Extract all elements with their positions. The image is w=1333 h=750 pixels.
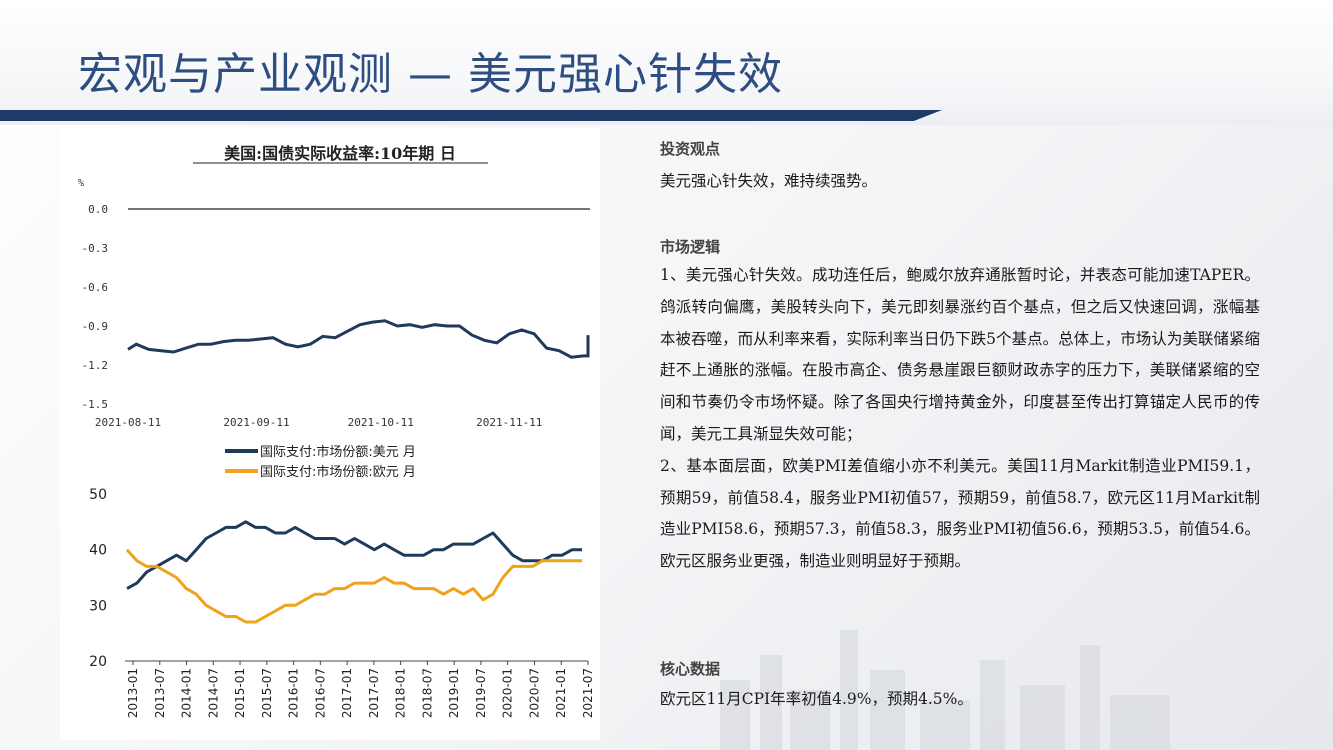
chart1-x-tick-label: 2021-11-11 xyxy=(476,416,542,429)
chart2-x-tick-label: 2018-07 xyxy=(420,668,434,718)
chart2-usd-line xyxy=(126,520,582,590)
chart2-y-tick-label: 50 xyxy=(89,487,107,503)
chart2-x-tick-label: 2020-01 xyxy=(501,668,515,718)
chart2-y-tick-label: 20 xyxy=(89,654,107,670)
chart2-x-tick-label: 2014-01 xyxy=(180,668,194,718)
chart2-x-tick-label: 2013-07 xyxy=(153,668,167,718)
chart2-x-tick-label: 2013-01 xyxy=(126,668,140,718)
title-rule xyxy=(0,110,942,121)
chart2-x-tick-label: 2019-07 xyxy=(474,668,488,718)
chart2-x-tick-label: 2021-07 xyxy=(581,668,595,718)
legend-usd-label: 国际支付:市场份额:美元 月 xyxy=(260,444,416,460)
chart2-x-tick-label: 2016-07 xyxy=(313,668,327,718)
real-yield-chart: 美国:国债实际收益率:10年期 日 % 0.0 -0.3 -0.6 -0.9 -1.2 -… xyxy=(78,144,590,429)
chart1-title: 美国:国债实际收益率:10年期 日 xyxy=(224,144,456,163)
chart2-x-tick-label: 2015-01 xyxy=(233,668,247,718)
chart1-x-tick-label: 2021-10-11 xyxy=(348,416,414,429)
chart1-x-tick-label: 2021-09-11 xyxy=(223,416,289,429)
core-heading: 核心数据 xyxy=(660,660,721,678)
logic-paragraph-1: 1、美元强心针失效。成功连任后，鲍威尔放弃通胀暂时论，并表态可能加速TAPER。… xyxy=(660,266,1260,443)
view-heading: 投资观点 xyxy=(660,140,721,158)
chart1-y-tick-label: -1.5 xyxy=(82,398,109,411)
chart2-eur-line xyxy=(125,548,582,624)
chart2-x-tick-label: 2021-01 xyxy=(554,668,568,718)
chart1-y-tick-label: -0.6 xyxy=(82,281,109,294)
chart2-x-tick-label: 2020-07 xyxy=(527,668,541,718)
logic-paragraph-2: 2、基本面层面，欧美PMI差值缩小亦不利美元。美国11月Markit制造业PMI… xyxy=(660,456,1260,571)
chart2-x-tick-label: 2017-07 xyxy=(367,668,381,718)
chart2-y-tick-label: 40 xyxy=(89,543,107,559)
chart1-x-tick-label: 2021-08-11 xyxy=(95,416,161,429)
chart2-x-tick-label: 2015-07 xyxy=(260,668,274,718)
logic-body: 1、美元强心针失效。成功连任后，鲍威尔放弃通胀暂时论，并表态可能加速TAPER。… xyxy=(660,260,1260,578)
payment-share-chart: 国际支付:市场份额:美元 月 国际支付:市场份额:欧元 月 20 30 40 50 2… xyxy=(89,444,595,718)
chart2-legend: 国际支付:市场份额:美元 月 国际支付:市场份额:欧元 月 xyxy=(225,444,416,480)
chart1-y-tick-label: -0.9 xyxy=(82,320,109,333)
chart1-y-tick-label: -1.2 xyxy=(82,359,109,372)
chart2-y-tick-label: 30 xyxy=(89,598,107,614)
view-text: 美元强心针失效，难持续强势。 xyxy=(660,172,878,190)
chart2-x-tick-label: 2016-01 xyxy=(287,668,301,718)
chart2-x-tick-label: 2019-01 xyxy=(447,668,461,718)
logic-heading: 市场逻辑 xyxy=(660,238,721,256)
chart-panel: 美国:国债实际收益率:10年期 日 % 0.0 -0.3 -0.6 -0.9 -1.2 -… xyxy=(60,128,600,740)
core-text: 欧元区11月CPI年率初值4.9%，预期4.5%。 xyxy=(660,690,973,708)
chart1-series-line xyxy=(127,319,590,359)
title-band xyxy=(0,0,1333,125)
chart1-y-tick-label: -0.3 xyxy=(82,242,109,255)
chart2-x-tick-label: 2017-01 xyxy=(340,668,354,718)
page-title: 宏观与产业观测 — 美元强心针失效 xyxy=(78,49,783,100)
chart1-y-tick-label: 0.0 xyxy=(88,203,108,216)
legend-eur-label: 国际支付:市场份额:欧元 月 xyxy=(260,464,416,480)
chart1-unit: % xyxy=(78,178,84,189)
chart2-x-tick-label: 2018-01 xyxy=(394,668,408,718)
chart2-x-tick-label: 2014-07 xyxy=(206,668,220,718)
